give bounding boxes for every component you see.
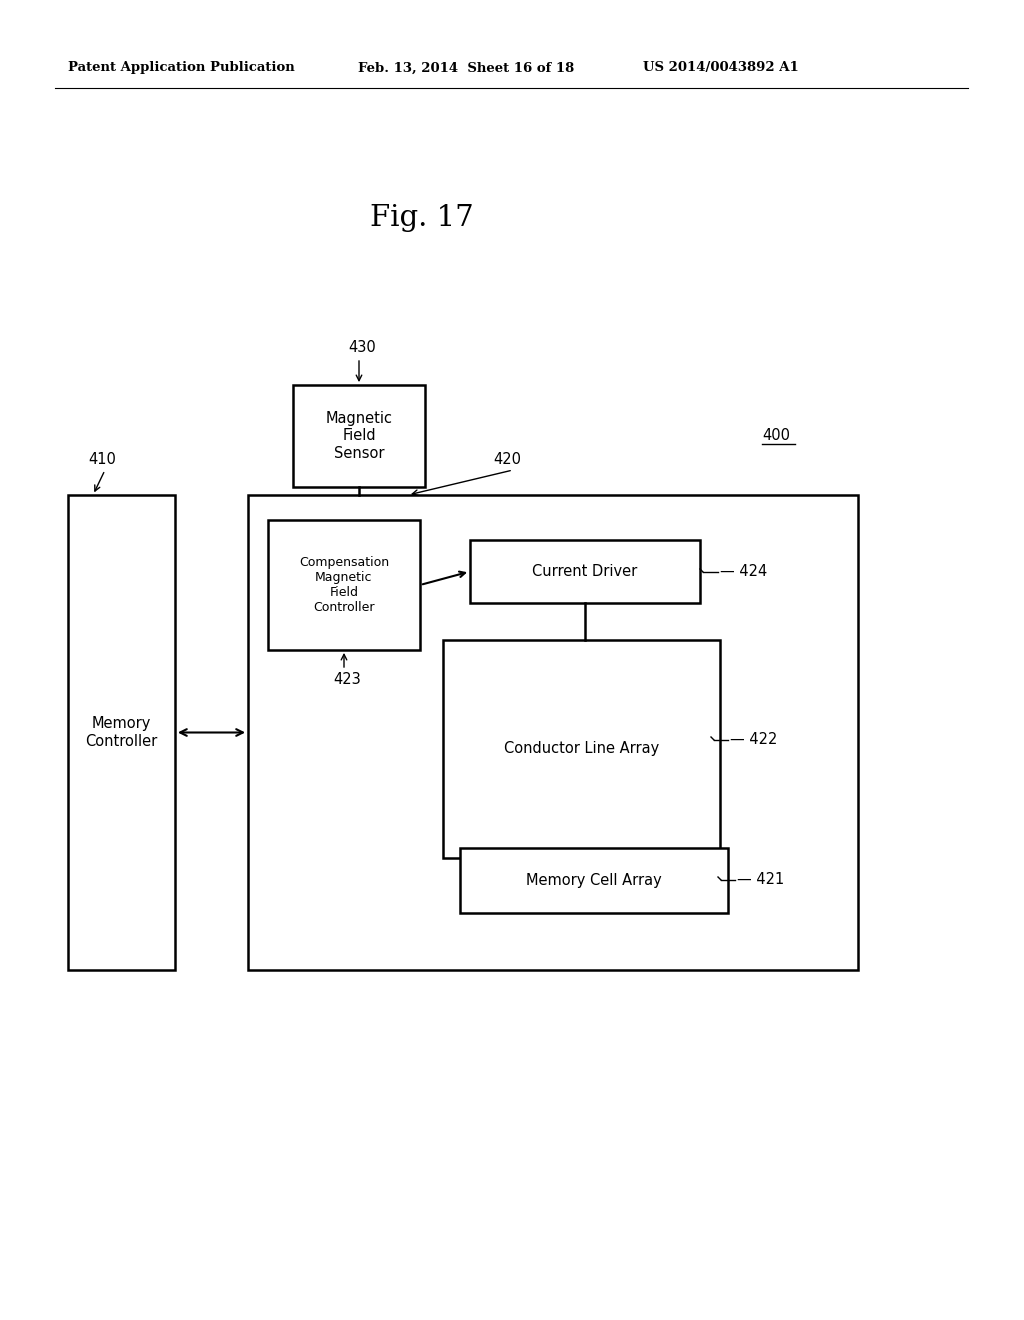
- Text: — 422: — 422: [730, 733, 777, 747]
- Bar: [68, 495, 175, 970]
- Text: Memory
Controller: Memory Controller: [85, 717, 158, 748]
- Text: Conductor Line Array: Conductor Line Array: [504, 742, 659, 756]
- Text: 420: 420: [493, 451, 521, 467]
- Bar: [248, 495, 858, 970]
- Bar: [268, 520, 420, 649]
- Text: Current Driver: Current Driver: [532, 564, 638, 579]
- Bar: [443, 640, 720, 858]
- Bar: [470, 540, 700, 603]
- Text: — 421: — 421: [737, 873, 784, 887]
- Text: 430: 430: [348, 341, 376, 355]
- Text: Fig. 17: Fig. 17: [370, 205, 474, 232]
- Text: Memory Cell Array: Memory Cell Array: [526, 873, 662, 888]
- Text: 423: 423: [333, 672, 360, 686]
- Bar: [293, 385, 425, 487]
- Text: 410: 410: [88, 451, 116, 467]
- Text: 400: 400: [762, 428, 790, 444]
- Text: Compensation
Magnetic
Field
Controller: Compensation Magnetic Field Controller: [299, 556, 389, 614]
- Text: US 2014/0043892 A1: US 2014/0043892 A1: [643, 62, 799, 74]
- Text: Magnetic
Field
Sensor: Magnetic Field Sensor: [326, 411, 392, 461]
- Bar: [460, 847, 728, 913]
- Text: Feb. 13, 2014  Sheet 16 of 18: Feb. 13, 2014 Sheet 16 of 18: [358, 62, 574, 74]
- Text: — 424: — 424: [720, 565, 767, 579]
- Text: Patent Application Publication: Patent Application Publication: [68, 62, 295, 74]
